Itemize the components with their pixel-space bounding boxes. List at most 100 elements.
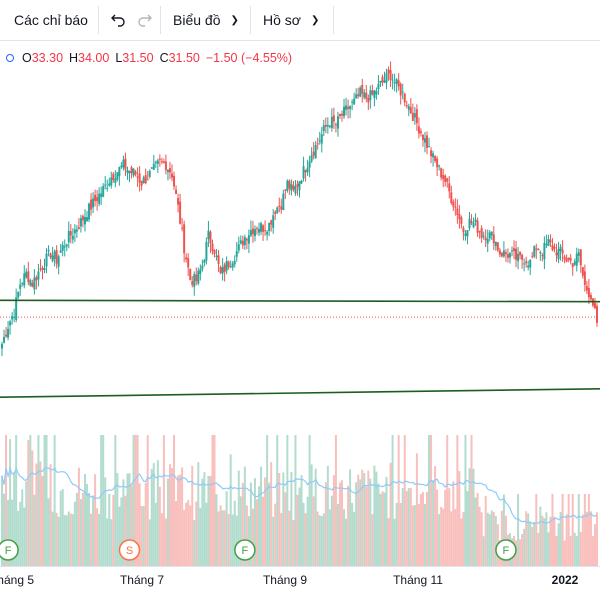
volume-bar: [322, 513, 325, 566]
candle-body: [239, 240, 242, 244]
volume-bar: [104, 477, 107, 566]
candle-body: [541, 255, 544, 257]
volume-bar: [35, 463, 38, 566]
candle-body: [389, 70, 392, 80]
volume-bar: [229, 454, 232, 566]
chart-type-label: Biểu đồ: [173, 12, 221, 28]
volume-bar: [377, 483, 380, 566]
volume-bar: [565, 514, 568, 566]
volume-bar: [430, 435, 433, 566]
volume-bar: [547, 532, 550, 566]
x-tick-label: Tháng 11: [393, 573, 443, 587]
candle-body: [195, 274, 198, 282]
candle-body: [589, 295, 592, 300]
candle-body: [324, 124, 327, 127]
candle-body: [434, 156, 437, 161]
candle-body: [454, 206, 457, 208]
volume-bar: [541, 515, 544, 566]
candle-body: [415, 109, 418, 124]
candle-body: [13, 316, 16, 318]
event-marker[interactable]: S: [118, 539, 141, 561]
event-marker[interactable]: F: [234, 539, 256, 561]
indicators-button[interactable]: Các chỉ báo: [0, 0, 88, 40]
event-marker-circle: [0, 539, 19, 561]
candle-body: [326, 124, 329, 127]
candle-body: [494, 241, 497, 246]
volume-bar: [191, 465, 194, 566]
candle-body: [347, 106, 350, 109]
volume-bar: [231, 514, 234, 566]
volume-bar: [308, 435, 311, 566]
volume-bar: [563, 540, 566, 566]
candle-body: [581, 267, 584, 276]
candle-body: [320, 134, 323, 144]
candle-body: [569, 258, 572, 261]
volume-bar: [124, 495, 127, 566]
volume-bar: [164, 518, 167, 566]
candle-body: [308, 161, 311, 168]
volume-bar: [33, 494, 36, 566]
volume-bar: [436, 489, 439, 566]
redo-button[interactable]: [137, 0, 153, 40]
volume-bar: [100, 435, 103, 566]
candle-body: [357, 94, 360, 97]
high-label: H: [69, 51, 79, 65]
candle-body: [411, 112, 414, 121]
candle-body: [278, 205, 281, 207]
volume-bar: [387, 518, 390, 566]
candle-body: [51, 255, 54, 262]
volume-bar: [397, 435, 400, 566]
event-marker[interactable]: F: [0, 539, 19, 561]
volume-bar: [490, 510, 493, 566]
volume-bar: [166, 478, 169, 566]
volume-bar: [367, 470, 370, 566]
volume-bar: [88, 493, 91, 566]
volume-bar: [581, 514, 584, 566]
volume-bar: [197, 462, 200, 566]
event-marker[interactable]: F: [495, 539, 517, 561]
candle-body: [373, 90, 376, 99]
close-label: C: [159, 51, 169, 65]
volume-bar: [559, 511, 562, 566]
candle-body: [19, 284, 22, 289]
candle-body: [55, 250, 58, 264]
volume-bar: [73, 501, 76, 566]
series-visibility-icon[interactable]: [6, 54, 14, 62]
candle-body: [419, 131, 422, 134]
candle-body: [193, 273, 196, 287]
candle-body: [381, 76, 384, 83]
volume-bar: [128, 473, 131, 566]
time-axis[interactable]: Tháng 5 Tháng 7 Tháng 9 Tháng 11 2022: [0, 566, 600, 601]
candle-body: [573, 261, 576, 265]
volume-bar: [41, 475, 44, 566]
x-tick-label: Tháng 7: [119, 573, 165, 587]
candle-body: [442, 175, 445, 180]
volume-bar: [494, 515, 497, 566]
candle-body: [282, 193, 285, 211]
candle-body: [407, 106, 410, 110]
candle-body: [116, 172, 119, 180]
candle-body: [136, 176, 139, 178]
high-value: 34.00: [78, 51, 110, 65]
candle-body: [565, 258, 568, 262]
candle-body: [154, 161, 157, 164]
volume-bar: [432, 480, 435, 566]
volume-bar: [349, 469, 352, 566]
volume-bar: [75, 493, 78, 566]
volume-bar: [332, 475, 335, 566]
volume-bar: [61, 489, 64, 566]
candle-body: [365, 92, 368, 99]
candle-body: [108, 183, 111, 186]
chart-type-button[interactable]: Biểu đồ ❯: [173, 0, 239, 40]
undo-button[interactable]: [110, 0, 126, 40]
candle-body: [104, 184, 107, 186]
volume-bar: [256, 499, 258, 566]
volume-bar: [535, 493, 538, 566]
candle-body: [304, 170, 307, 173]
profile-button[interactable]: Hồ sơ ❯: [263, 0, 319, 40]
volume-bar: [160, 513, 163, 566]
ohlc-legend: O 33.30 H 34.00 L 31.50 C 31.50 −1.50 (−4.55…: [0, 44, 298, 72]
volume-bar: [253, 478, 256, 566]
volume-bar: [551, 493, 554, 566]
